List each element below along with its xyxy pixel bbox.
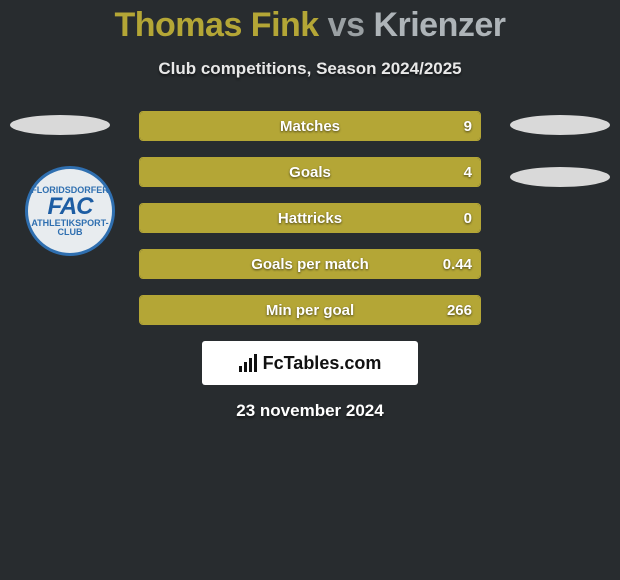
stat-value: 0	[464, 204, 472, 232]
player-right-photo-placeholder-2	[510, 167, 610, 187]
player-right-photo-placeholder-1	[510, 115, 610, 135]
club-badge-bottom: ATHLETIKSPORT-CLUB	[28, 219, 112, 237]
player-left-photo-placeholder	[10, 115, 110, 135]
stats-bars: Matches 9 Goals 4 Hattricks 0 Goals per …	[139, 111, 481, 325]
brand-text: FcTables.com	[263, 353, 382, 374]
subtitle: Club competitions, Season 2024/2025	[0, 59, 620, 79]
stat-label: Min per goal	[140, 296, 480, 324]
title-player-right: Krienzer	[373, 6, 505, 44]
stat-row: Goals per match 0.44	[139, 249, 481, 279]
stat-row: Min per goal 266	[139, 295, 481, 325]
stat-row: Goals 4	[139, 157, 481, 187]
title-vs: vs	[328, 6, 365, 44]
footer-date: 23 november 2024	[0, 401, 620, 421]
stat-value: 9	[464, 112, 472, 140]
stat-label: Matches	[140, 112, 480, 140]
stat-value: 4	[464, 158, 472, 186]
page-title: Thomas Fink vs Krienzer	[0, 0, 620, 45]
stat-value: 266	[447, 296, 472, 324]
stat-label: Goals per match	[140, 250, 480, 278]
stat-label: Hattricks	[140, 204, 480, 232]
club-badge-mid: FAC	[28, 195, 112, 219]
stat-row: Hattricks 0	[139, 203, 481, 233]
player-left-club-badge: FLORIDSDORFER FAC ATHLETIKSPORT-CLUB	[25, 166, 115, 256]
stat-row: Matches 9	[139, 111, 481, 141]
title-player-left: Thomas Fink	[115, 6, 319, 44]
brand-logo: FcTables.com	[202, 341, 418, 385]
stat-label: Goals	[140, 158, 480, 186]
stat-value: 0.44	[443, 250, 472, 278]
comparison-panel: FLORIDSDORFER FAC ATHLETIKSPORT-CLUB Mat…	[0, 111, 620, 421]
bar-chart-icon	[239, 354, 257, 372]
